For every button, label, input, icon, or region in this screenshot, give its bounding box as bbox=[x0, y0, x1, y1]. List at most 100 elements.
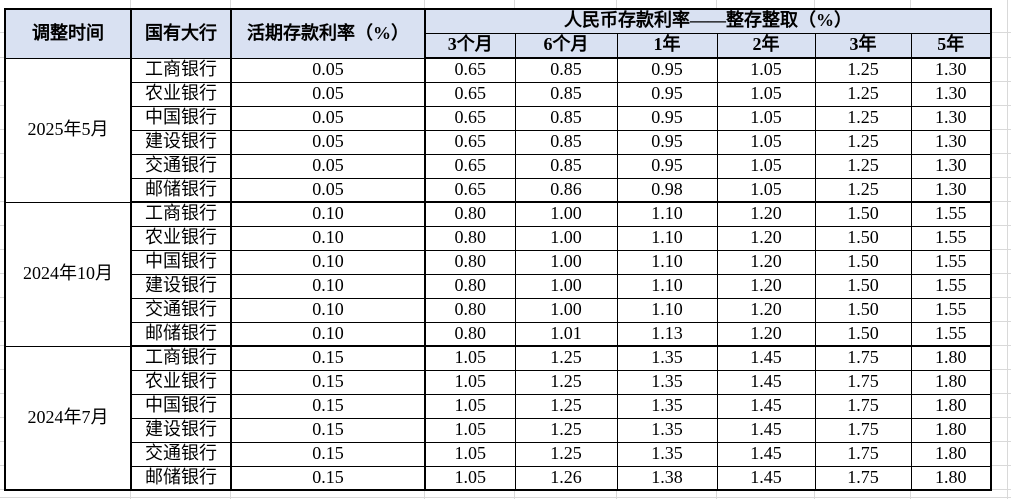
demand-rate-cell: 0.10 bbox=[230, 273, 426, 299]
column-header-3m: 3个月 bbox=[424, 32, 516, 59]
bank-cell: 邮储银行 bbox=[130, 465, 232, 491]
table-row: 建设银行 0.15 1.05 1.25 1.35 1.45 1.75 1.80 bbox=[5, 417, 992, 443]
demand-rate-cell: 0.10 bbox=[230, 249, 426, 275]
term-rate-cell: 0.95 bbox=[616, 129, 718, 155]
term-rate-cell: 1.30 bbox=[910, 177, 992, 203]
column-header-3y: 3年 bbox=[814, 32, 912, 59]
table-row: 农业银行 0.05 0.65 0.85 0.95 1.05 1.25 1.30 bbox=[5, 81, 992, 107]
term-rate-cell: 0.65 bbox=[424, 177, 516, 203]
term-rate-cell: 1.35 bbox=[616, 369, 718, 395]
term-rate-cell: 1.25 bbox=[514, 369, 618, 395]
term-rate-cell: 0.98 bbox=[616, 177, 718, 203]
term-rate-cell: 1.10 bbox=[616, 273, 718, 299]
term-rate-cell: 1.30 bbox=[910, 153, 992, 179]
term-rate-cell: 1.25 bbox=[514, 345, 618, 371]
term-rate-cell: 1.35 bbox=[616, 345, 718, 371]
term-rate-cell: 0.85 bbox=[514, 153, 618, 179]
term-rate-cell: 0.95 bbox=[616, 153, 718, 179]
header-row-top: 调整时间 国有大行 活期存款利率（%） 人民币存款利率——整存整取（%） bbox=[4, 8, 992, 59]
term-rate-cell: 1.75 bbox=[814, 393, 912, 419]
term-rate-cell: 1.13 bbox=[616, 321, 718, 347]
bank-cell: 中国银行 bbox=[130, 249, 232, 275]
demand-rate-cell: 0.05 bbox=[230, 177, 426, 203]
term-rate-cell: 1.50 bbox=[814, 225, 912, 251]
bank-cell: 邮储银行 bbox=[130, 177, 232, 203]
term-rate-cell: 1.80 bbox=[910, 393, 992, 419]
term-rate-cell: 1.05 bbox=[716, 177, 816, 203]
term-rate-cell: 1.50 bbox=[814, 201, 912, 227]
demand-rate-cell: 0.15 bbox=[230, 393, 426, 419]
term-rate-cell: 0.80 bbox=[424, 201, 516, 227]
term-rate-cell: 1.50 bbox=[814, 321, 912, 347]
term-rate-cell: 1.25 bbox=[814, 177, 912, 203]
bank-cell: 建设银行 bbox=[130, 417, 232, 443]
demand-rate-cell: 0.05 bbox=[230, 153, 426, 179]
bank-cell: 工商银行 bbox=[130, 57, 232, 83]
term-rate-cell: 1.50 bbox=[814, 273, 912, 299]
term-rate-cell: 1.75 bbox=[814, 441, 912, 467]
term-rate-cell: 0.85 bbox=[514, 57, 618, 83]
bank-cell: 农业银行 bbox=[130, 369, 232, 395]
term-rate-cell: 1.00 bbox=[514, 225, 618, 251]
bank-cell: 邮储银行 bbox=[130, 321, 232, 347]
term-rate-cell: 1.05 bbox=[424, 393, 516, 419]
column-header-6m: 6个月 bbox=[514, 32, 618, 59]
column-header-5y: 5年 bbox=[910, 32, 992, 59]
term-rate-cell: 1.05 bbox=[716, 57, 816, 83]
term-rate-cell: 0.65 bbox=[424, 153, 516, 179]
table-row: 邮储银行 0.15 1.05 1.26 1.38 1.45 1.75 1.80 bbox=[5, 465, 992, 491]
term-rate-cell: 0.80 bbox=[424, 321, 516, 347]
term-rate-cell: 1.55 bbox=[910, 225, 992, 251]
demand-rate-cell: 0.10 bbox=[230, 297, 426, 323]
term-rate-cell: 1.25 bbox=[514, 393, 618, 419]
term-rate-cell: 1.30 bbox=[910, 57, 992, 83]
term-rate-cell: 0.85 bbox=[514, 81, 618, 107]
term-rate-cell: 1.05 bbox=[716, 105, 816, 131]
term-rate-cell: 1.05 bbox=[424, 345, 516, 371]
term-rate-cell: 1.01 bbox=[514, 321, 618, 347]
header-row-sub: 3个月 6个月 1年 2年 3年 5年 bbox=[5, 32, 992, 59]
term-rate-cell: 1.00 bbox=[514, 297, 618, 323]
demand-rate-cell: 0.15 bbox=[230, 465, 426, 491]
table-row: 2025年5月 工商银行 0.05 0.65 0.85 0.95 1.05 1.25 1.30 bbox=[4, 57, 992, 203]
term-rate-cell: 0.86 bbox=[514, 177, 618, 203]
term-rate-cell: 1.20 bbox=[716, 201, 816, 227]
demand-rate-cell: 0.10 bbox=[230, 225, 426, 251]
term-rate-cell: 0.80 bbox=[424, 297, 516, 323]
column-header-bank: 国有大行 bbox=[130, 8, 232, 59]
term-rate-cell: 0.85 bbox=[514, 105, 618, 131]
table-row: 中国银行 0.10 0.80 1.00 1.10 1.20 1.50 1.55 bbox=[5, 249, 992, 275]
demand-rate-cell: 0.05 bbox=[230, 105, 426, 131]
table-row: 中国银行 0.15 1.05 1.25 1.35 1.45 1.75 1.80 bbox=[5, 393, 992, 419]
term-rate-cell: 0.65 bbox=[424, 81, 516, 107]
demand-rate-cell: 0.10 bbox=[230, 321, 426, 347]
table-row: 交通银行 0.05 0.65 0.85 0.95 1.05 1.25 1.30 bbox=[5, 153, 992, 179]
term-rate-cell: 1.00 bbox=[514, 273, 618, 299]
term-rate-cell: 1.20 bbox=[716, 273, 816, 299]
table-row: 中国银行 0.05 0.65 0.85 0.95 1.05 1.25 1.30 bbox=[5, 105, 992, 131]
term-rate-cell: 1.05 bbox=[424, 441, 516, 467]
term-rate-cell: 1.75 bbox=[814, 465, 912, 491]
term-rate-cell: 1.50 bbox=[814, 249, 912, 275]
table-row: 农业银行 0.15 1.05 1.25 1.35 1.45 1.75 1.80 bbox=[5, 369, 992, 395]
table-row: 邮储银行 0.05 0.65 0.86 0.98 1.05 1.25 1.30 bbox=[5, 177, 992, 203]
term-rate-cell: 0.85 bbox=[514, 129, 618, 155]
term-rate-cell: 1.75 bbox=[814, 345, 912, 371]
term-rate-cell: 1.10 bbox=[616, 225, 718, 251]
demand-rate-cell: 0.15 bbox=[230, 345, 426, 371]
term-rate-cell: 0.95 bbox=[616, 57, 718, 83]
term-rate-cell: 1.55 bbox=[910, 249, 992, 275]
term-rate-cell: 1.80 bbox=[910, 465, 992, 491]
term-rate-cell: 0.80 bbox=[424, 273, 516, 299]
period-cell: 2024年7月 bbox=[4, 345, 132, 491]
bank-cell: 交通银行 bbox=[130, 297, 232, 323]
bank-cell: 中国银行 bbox=[130, 105, 232, 131]
column-header-adjust-time: 调整时间 bbox=[4, 8, 132, 59]
term-rate-cell: 1.45 bbox=[716, 417, 816, 443]
term-rate-cell: 1.05 bbox=[716, 153, 816, 179]
column-header-term-group: 人民币存款利率——整存整取（%） bbox=[423, 8, 992, 34]
table-row: 建设银行 0.05 0.65 0.85 0.95 1.05 1.25 1.30 bbox=[5, 129, 992, 155]
bank-cell: 农业银行 bbox=[130, 81, 232, 107]
table-row: 2024年7月 工商银行 0.15 1.05 1.25 1.35 1.45 1.75 1.80 bbox=[4, 345, 992, 491]
term-rate-cell: 1.10 bbox=[616, 249, 718, 275]
